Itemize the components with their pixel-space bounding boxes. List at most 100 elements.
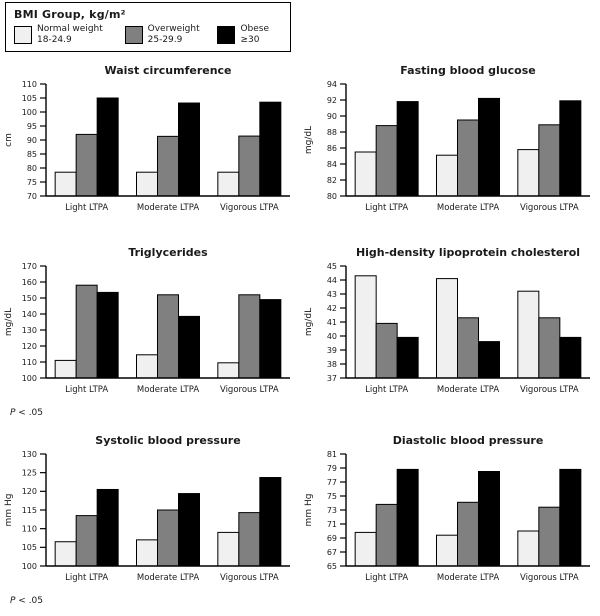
bar-series-2 bbox=[96, 291, 119, 379]
y-tick-label: 110 bbox=[22, 524, 37, 533]
y-tick-label: 84 bbox=[327, 160, 337, 169]
bar-series-0 bbox=[517, 149, 540, 197]
y-tick-label: 40 bbox=[327, 332, 337, 341]
chart-svg: Systolic blood pressure mm Hg 100 105 110 115… bbox=[4, 434, 290, 583]
bar-series-1 bbox=[238, 512, 261, 567]
x-category-label: Light LTPA bbox=[365, 385, 408, 395]
y-tick-label: 110 bbox=[22, 358, 37, 367]
bar-series-2 bbox=[259, 299, 282, 379]
y-tick-label: 80 bbox=[27, 164, 37, 173]
legend-label: Overweight 25-29.9 bbox=[147, 24, 200, 45]
bar-series-1 bbox=[75, 133, 98, 197]
bar-series-2 bbox=[396, 336, 419, 379]
bar-series-0 bbox=[354, 531, 377, 567]
bar-series-2 bbox=[559, 100, 582, 197]
y-tick-label: 85 bbox=[27, 150, 37, 159]
bar-series-1 bbox=[457, 317, 479, 379]
legend-item-normal-weight: Normal weight 18-24.9 bbox=[14, 24, 125, 46]
y-axis-label: mg/dL bbox=[4, 308, 14, 336]
y-tick-label: 37 bbox=[327, 374, 337, 383]
x-category-label: Moderate LTPA bbox=[437, 385, 499, 395]
x-category-label: Vigorous LTPA bbox=[520, 203, 579, 213]
y-tick-label: 38 bbox=[327, 360, 337, 369]
legend-label: Obese ≥30 bbox=[240, 24, 270, 45]
y-tick-label: 71 bbox=[327, 520, 337, 529]
y-tick-label: 150 bbox=[22, 294, 37, 303]
y-tick-label: 90 bbox=[27, 136, 37, 145]
bar-series-0 bbox=[436, 534, 458, 567]
y-axis-label: mm Hg bbox=[304, 494, 314, 527]
x-category-label: Moderate LTPA bbox=[137, 203, 199, 213]
y-tick-label: 88 bbox=[327, 128, 337, 137]
bar-series-0 bbox=[217, 362, 240, 379]
bar-series-1 bbox=[157, 509, 179, 567]
y-tick-label: 110 bbox=[22, 80, 37, 89]
bar-series-2 bbox=[559, 336, 582, 379]
bar-series-1 bbox=[538, 317, 561, 379]
y-tick-label: 73 bbox=[327, 506, 337, 515]
y-tick-label: 125 bbox=[22, 468, 37, 477]
bar-series-2 bbox=[559, 468, 582, 567]
y-axis-label: cm bbox=[4, 133, 14, 147]
bar-series-0 bbox=[54, 171, 77, 197]
bar-series-0 bbox=[136, 171, 158, 197]
y-tick-label: 140 bbox=[22, 310, 37, 319]
y-tick-label: 43 bbox=[327, 290, 337, 299]
legend-label: Normal weight 18-24.9 bbox=[37, 24, 103, 45]
bar-series-2 bbox=[96, 97, 119, 197]
y-tick-label: 70 bbox=[27, 192, 37, 201]
bar-series-1 bbox=[538, 124, 561, 197]
y-tick-label: 86 bbox=[327, 144, 337, 153]
chart-triglycerides: Triglycerides mg/dL 100 110 120 130 140 150 160 1… bbox=[0, 242, 300, 418]
chart-svg: Diastolic blood pressure mm Hg 65 67 69 71 73 7… bbox=[304, 434, 590, 583]
y-tick-label: 75 bbox=[327, 492, 337, 501]
bar-series-1 bbox=[75, 284, 98, 379]
chart-title: Fasting blood glucose bbox=[400, 64, 535, 77]
normal-weight-swatch bbox=[14, 25, 32, 44]
legend-items: Normal weight 18-24.9 Overweight 25-29.9… bbox=[14, 24, 290, 46]
y-tick-label: 100 bbox=[22, 562, 37, 571]
chart-hdl-cholesterol: High-density lipoprotein cholesterol mg/d… bbox=[300, 242, 600, 408]
x-category-label: Moderate LTPA bbox=[137, 385, 199, 395]
bar-series-2 bbox=[178, 493, 200, 567]
x-category-label: Vigorous LTPA bbox=[520, 385, 579, 395]
chart-title: Triglycerides bbox=[128, 246, 208, 259]
chart-title: Diastolic blood pressure bbox=[393, 434, 544, 447]
bar-series-1 bbox=[157, 294, 179, 379]
y-axis-label: mm Hg bbox=[4, 494, 14, 527]
bar-series-0 bbox=[517, 530, 540, 567]
bar-series-0 bbox=[217, 531, 240, 567]
y-tick-label: 45 bbox=[327, 262, 337, 271]
y-tick-label: 81 bbox=[327, 450, 337, 459]
bar-series-2 bbox=[259, 101, 282, 197]
x-category-label: Light LTPA bbox=[365, 203, 408, 213]
p-value-note: P < .05 bbox=[10, 408, 44, 418]
bar-series-1 bbox=[538, 506, 561, 567]
bar-series-0 bbox=[517, 290, 540, 379]
bar-series-0 bbox=[136, 539, 158, 567]
y-tick-label: 94 bbox=[327, 80, 337, 89]
x-category-label: Vigorous LTPA bbox=[220, 573, 279, 583]
y-tick-label: 67 bbox=[327, 548, 337, 557]
bar-series-0 bbox=[136, 354, 158, 379]
y-tick-label: 80 bbox=[327, 192, 337, 201]
bar-series-0 bbox=[354, 275, 377, 379]
bar-series-1 bbox=[457, 501, 479, 567]
x-category-label: Light LTPA bbox=[365, 573, 408, 583]
y-tick-label: 92 bbox=[327, 96, 337, 105]
chart-svg: Fasting blood glucose mg/dL 80 82 84 86 88 90 92… bbox=[304, 64, 590, 213]
chart-svg: Waist circumference cm 70 75 80 85 90 95 100 105 1… bbox=[4, 64, 290, 213]
overweight-swatch bbox=[124, 25, 143, 44]
chart-waist-circumference: Waist circumference cm 70 75 80 85 90 95 100 105 1… bbox=[0, 60, 300, 226]
bar-series-0 bbox=[54, 359, 77, 379]
x-category-label: Light LTPA bbox=[65, 385, 108, 395]
y-tick-label: 44 bbox=[327, 276, 337, 285]
legend-title: BMI Group, kg/m² bbox=[14, 8, 126, 21]
y-tick-label: 160 bbox=[22, 278, 37, 287]
x-category-label: Vigorous LTPA bbox=[220, 203, 279, 213]
bar-series-2 bbox=[478, 471, 500, 567]
x-category-label: Moderate LTPA bbox=[137, 573, 199, 583]
y-tick-label: 170 bbox=[22, 262, 37, 271]
x-category-label: Light LTPA bbox=[65, 203, 108, 213]
